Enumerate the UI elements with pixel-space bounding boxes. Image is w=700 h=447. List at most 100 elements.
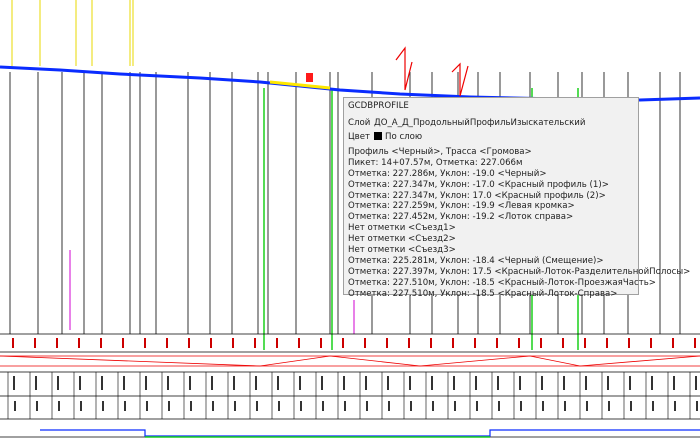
tiny-label xyxy=(430,338,432,348)
properties: Слой ДО_А_Д_ПродольныйПрофильИзыскательск… xyxy=(348,117,634,145)
tiny-label xyxy=(298,338,300,348)
info-line: Отметка: 227.397м, Уклон: 17.5 <Красный-… xyxy=(348,266,691,277)
tiny-label xyxy=(57,376,59,390)
tiny-label xyxy=(145,376,147,390)
tiny-label xyxy=(232,338,234,348)
info-line: Отметка: 225.281м, Уклон: -18.4 <Черный … xyxy=(348,255,604,266)
highlight xyxy=(269,80,331,90)
red-flag xyxy=(395,46,413,91)
tiny-label xyxy=(386,338,388,348)
tiny-label xyxy=(78,338,80,348)
tiny-label xyxy=(211,376,213,390)
info-lines: Профиль <Черный>, Трасса <Громова> Пикет:… xyxy=(348,146,691,300)
tiny-label xyxy=(541,376,543,390)
tiny-label xyxy=(454,401,456,411)
info-line: Отметка: 227.510м, Уклон: -18.5 <Красный… xyxy=(348,277,656,288)
info-line: Отметка: 227.286м, Уклон: -19.0 <Черный> xyxy=(348,168,547,179)
tiny-label xyxy=(518,338,520,348)
tiny-label xyxy=(189,376,191,390)
color-swatch xyxy=(374,132,382,141)
info-line: Отметка: 227.347м, Уклон: 17.0 <Красный … xyxy=(348,190,606,201)
tiny-label xyxy=(79,376,81,390)
tiny-label xyxy=(674,401,676,411)
tiny-label xyxy=(190,401,192,411)
tiny-label xyxy=(475,376,477,390)
info-line: Нет отметки <Съезд3> xyxy=(348,245,456,256)
tiny-label xyxy=(123,376,125,390)
tiny-label xyxy=(102,401,104,411)
tiny-label xyxy=(585,376,587,390)
red-flag xyxy=(451,62,469,97)
tiny-label xyxy=(100,338,102,348)
tiny-label xyxy=(540,338,542,348)
property-value: ДО_А_Д_ПродольныйПрофильИзыскательский xyxy=(374,118,585,129)
tiny-label xyxy=(122,338,124,348)
tiny-label xyxy=(519,376,521,390)
tiny-label xyxy=(321,376,323,390)
tiny-label xyxy=(672,338,674,348)
tiny-label xyxy=(542,401,544,411)
tiny-label xyxy=(432,401,434,411)
tooltip: GCDBPROFILE Слой ДО_А_Д_ПродольныйПрофиль… xyxy=(343,97,690,299)
tiny-label xyxy=(168,401,170,411)
tiny-label xyxy=(387,376,389,390)
tiny-label xyxy=(606,338,608,348)
slope-line xyxy=(0,355,700,367)
tiny-label xyxy=(299,376,301,390)
property-row: Цвет По слою xyxy=(348,131,634,145)
tiny-label xyxy=(474,338,476,348)
tiny-label xyxy=(322,401,324,411)
info-line: Отметка: 227.259м, Уклон: -19.9 <Левая к… xyxy=(348,201,575,212)
tiny-label xyxy=(586,401,588,411)
tiny-label xyxy=(56,338,58,348)
tiny-label xyxy=(520,401,522,411)
tiny-label xyxy=(80,401,82,411)
tiny-label xyxy=(607,376,609,390)
tiny-label xyxy=(408,338,410,348)
tiny-label xyxy=(344,401,346,411)
info-line: Профиль <Черный>, Трасса <Громова> xyxy=(348,146,532,157)
tiny-label xyxy=(278,401,280,411)
tiny-label xyxy=(12,338,14,348)
info-line: Пикет: 14+07.57м, Отметка: 227.066м xyxy=(348,157,523,168)
tiny-label xyxy=(14,401,16,411)
tiny-label xyxy=(388,401,390,411)
tiny-label xyxy=(342,338,344,348)
tiny-label xyxy=(366,401,368,411)
tiny-label xyxy=(563,376,565,390)
tiny-label xyxy=(277,376,279,390)
plan-line xyxy=(40,429,700,437)
property-label: Слой xyxy=(348,118,371,129)
tiny-label xyxy=(497,376,499,390)
tiny-label xyxy=(166,338,168,348)
info-line: Нет отметки <Съезд1> xyxy=(348,223,456,234)
tiny-label xyxy=(364,338,366,348)
tiny-label xyxy=(234,401,236,411)
tiny-label xyxy=(320,338,322,348)
tiny-label xyxy=(409,376,411,390)
tiny-label xyxy=(650,338,652,348)
tiny-label xyxy=(58,401,60,411)
tiny-label xyxy=(652,401,654,411)
tiny-label xyxy=(35,376,37,390)
info-line: Отметка: 227.510м, Уклон: -18.5 <Красный… xyxy=(348,288,618,299)
tiny-label xyxy=(453,376,455,390)
tiny-label xyxy=(608,401,610,411)
tiny-label xyxy=(212,401,214,411)
profile-line xyxy=(0,65,700,102)
marker xyxy=(306,73,313,82)
tiny-label xyxy=(564,401,566,411)
tiny-label xyxy=(343,376,345,390)
tiny-label xyxy=(146,401,148,411)
tiny-label xyxy=(696,401,698,411)
tiny-label xyxy=(276,338,278,348)
tiny-label xyxy=(452,338,454,348)
tiny-label xyxy=(562,338,564,348)
tiny-label xyxy=(124,401,126,411)
tiny-label xyxy=(254,338,256,348)
tiny-label xyxy=(144,338,146,348)
tiny-label xyxy=(300,401,302,411)
tiny-label xyxy=(629,376,631,390)
tiny-label xyxy=(651,376,653,390)
